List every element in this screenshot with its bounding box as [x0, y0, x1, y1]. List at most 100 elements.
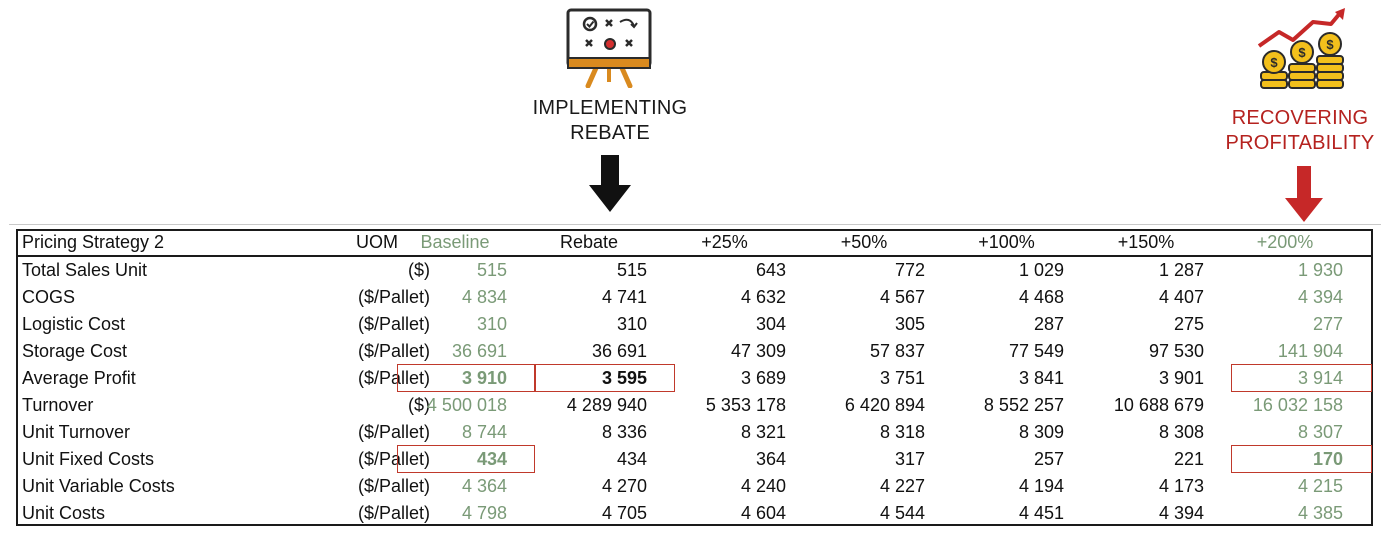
highlight-box-baseline-fixed — [397, 445, 535, 473]
cell-plus-150: 97 530 — [1148, 341, 1204, 361]
annotation-line: REBATE — [570, 122, 650, 144]
table-row: COGS ($/Pallet) 4 834 4 741 4 632 4 567 4 468 4… — [0, 284, 1400, 311]
cell-baseline: 434 — [476, 449, 507, 469]
cell-plus-25: 4 604 — [740, 503, 786, 523]
cell-plus-100: 287 — [1033, 314, 1064, 334]
cell-plus-100: 1 029 — [1018, 260, 1064, 280]
recovering-profitability-annotation: RECOVERING PROFITABILITY — [1210, 106, 1390, 156]
cell-plus-150: 10 688 679 — [1113, 395, 1204, 415]
rising-coins-icon: $ $ $ — [1255, 8, 1350, 98]
cell-plus-150: 3 901 — [1158, 368, 1204, 388]
header-plus-200: +200% — [1256, 232, 1314, 252]
cell-plus-200: 8 307 — [1297, 422, 1343, 442]
cell-plus-25: 8 321 — [740, 422, 786, 442]
row-uom: ($/Pallet) — [357, 287, 430, 307]
cell-plus-100: 257 — [1033, 449, 1064, 469]
header-plus-25: +25% — [701, 232, 748, 252]
cell-plus-200: 4 385 — [1297, 503, 1343, 523]
row-uom: ($/Pallet) — [357, 341, 430, 361]
cell-rebate: 515 — [616, 260, 647, 280]
table-header-row: Pricing Strategy 2 UOM Baseline Rebate +… — [18, 230, 1371, 257]
header-plus-50: +50% — [840, 232, 888, 252]
cell-plus-100: 4 451 — [1018, 503, 1064, 523]
cell-rebate: 434 — [616, 449, 647, 469]
cell-plus-25: 304 — [755, 314, 786, 334]
cell-plus-100: 8 552 257 — [983, 395, 1064, 415]
cell-baseline: 36 691 — [451, 341, 507, 361]
cell-plus-100: 8 309 — [1018, 422, 1064, 442]
row-uom: ($/Pallet) — [357, 368, 430, 388]
header-plus-100: +100% — [978, 232, 1035, 252]
cell-plus-100: 4 194 — [1018, 476, 1064, 496]
cell-plus-25: 5 353 178 — [705, 395, 786, 415]
svg-text:$: $ — [1326, 37, 1334, 52]
row-label: Logistic Cost — [22, 314, 126, 334]
cell-plus-100: 77 549 — [1008, 341, 1064, 361]
cell-plus-200: 3 914 — [1297, 368, 1343, 388]
cell-plus-150: 4 173 — [1158, 476, 1204, 496]
cell-plus-25: 364 — [755, 449, 786, 469]
cell-rebate: 3 595 — [601, 368, 647, 388]
highlight-box-plus200-fixed — [1231, 445, 1372, 473]
row-uom: ($/Pallet) — [357, 476, 430, 496]
cell-plus-200: 1 930 — [1297, 260, 1343, 280]
header-uom: UOM — [356, 232, 398, 252]
cell-plus-100: 4 468 — [1018, 287, 1064, 307]
svg-text:$: $ — [1298, 45, 1306, 60]
row-uom: ($/Pallet) — [357, 422, 430, 442]
cell-plus-25: 4 632 — [740, 287, 786, 307]
table-row: Unit Turnover ($/Pallet) 8 744 8 336 8 321 8 … — [0, 419, 1400, 446]
cell-plus-25: 47 309 — [730, 341, 786, 361]
cell-plus-200: 4 394 — [1297, 287, 1343, 307]
cell-rebate: 4 705 — [601, 503, 647, 523]
annotation-line: RECOVERING — [1231, 107, 1369, 129]
cell-rebate: 4 741 — [601, 287, 647, 307]
strategy-board-icon — [562, 6, 656, 89]
cell-plus-150: 4 407 — [1158, 287, 1204, 307]
cell-plus-50: 4 567 — [879, 287, 925, 307]
row-uom: ($/Pallet) — [357, 503, 430, 523]
cell-baseline: 3 910 — [461, 368, 507, 388]
table-container — [9, 224, 1381, 539]
cell-baseline: 310 — [476, 314, 507, 334]
annotation-line: IMPLEMENTING — [532, 97, 688, 119]
row-label: Total Sales Unit — [22, 260, 148, 280]
cell-baseline: 8 744 — [461, 422, 507, 442]
cell-plus-150: 8 308 — [1158, 422, 1204, 442]
cell-plus-150: 221 — [1173, 449, 1204, 469]
row-label: Unit Variable Costs — [22, 476, 175, 496]
highlight-box-rebate-profit — [535, 364, 675, 392]
cell-plus-25: 643 — [755, 260, 786, 280]
highlight-box-plus200-profit — [1231, 364, 1372, 392]
cell-plus-50: 4 544 — [879, 503, 925, 523]
highlight-box-baseline-profit — [397, 364, 535, 392]
row-uom: ($/Pallet) — [357, 314, 430, 334]
cell-plus-200: 141 904 — [1277, 341, 1343, 361]
cell-baseline: 4 364 — [461, 476, 507, 496]
annotation-line: PROFITABILITY — [1225, 132, 1375, 154]
cell-plus-150: 4 394 — [1158, 503, 1204, 523]
header-baseline: Baseline — [420, 232, 490, 252]
header-plus-150: +150% — [1117, 232, 1175, 252]
cell-rebate: 36 691 — [591, 341, 647, 361]
cell-plus-50: 772 — [894, 260, 925, 280]
cell-plus-50: 305 — [894, 314, 925, 334]
table-row: Unit Fixed Costs ($/Pallet) 434 434 364 317 25… — [0, 446, 1400, 473]
cell-plus-50: 8 318 — [879, 422, 925, 442]
cell-baseline: 4 500 018 — [426, 395, 507, 415]
cell-plus-100: 3 841 — [1018, 368, 1064, 388]
row-label: Unit Costs — [22, 503, 106, 523]
row-label: COGS — [22, 287, 76, 307]
table-row: Unit Variable Costs ($/Pallet) 4 364 4 270 4… — [0, 473, 1400, 500]
cell-baseline: 4 798 — [461, 503, 507, 523]
cell-plus-50: 6 420 894 — [844, 395, 925, 415]
svg-text:$: $ — [1270, 55, 1278, 70]
table-row: Average Profit ($/Pallet) 3 910 3 595 3 689 3… — [0, 365, 1400, 392]
cell-plus-25: 3 689 — [740, 368, 786, 388]
cell-baseline: 515 — [476, 260, 507, 280]
cell-plus-150: 275 — [1173, 314, 1204, 334]
cell-rebate: 4 289 940 — [566, 395, 647, 415]
implementing-rebate-annotation: IMPLEMENTING REBATE — [510, 96, 710, 146]
table-row: Turnover ($) 4 500 018 4 289 940 5 353 178 6 … — [0, 392, 1400, 419]
header-rebate: Rebate — [559, 232, 619, 252]
